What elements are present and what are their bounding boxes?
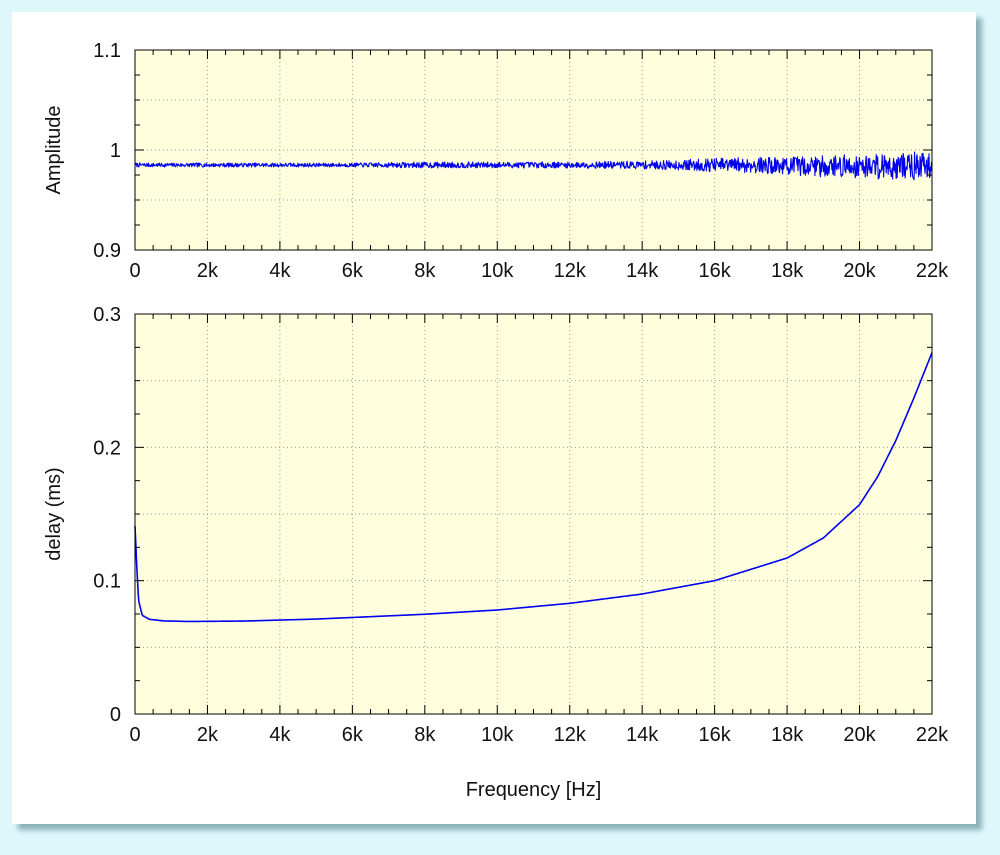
delay-x-tick-label: 14k bbox=[626, 724, 659, 746]
amplitude-y-tick-label: 0.9 bbox=[93, 240, 121, 262]
amplitude-x-tick-label: 2k bbox=[197, 260, 219, 282]
delay-series-line bbox=[134, 352, 933, 623]
delay-x-tick-label: 12k bbox=[554, 724, 587, 746]
amplitude-x-tick-label: 8k bbox=[414, 260, 436, 282]
amplitude-x-tick-label: 4k bbox=[269, 260, 291, 282]
amplitude-y-tick-label: 1 bbox=[110, 140, 121, 162]
delay-x-tick-label: 22k bbox=[916, 724, 949, 746]
delay-plot-background bbox=[135, 314, 932, 714]
amplitude-series-line bbox=[134, 151, 933, 181]
amplitude-x-tick-label: 20k bbox=[843, 260, 876, 282]
amplitude-x-tick-label: 18k bbox=[771, 260, 804, 282]
delay-y-tick-label: 0 bbox=[110, 704, 121, 726]
amplitude-y-axis-title: Amplitude bbox=[43, 106, 65, 195]
figure-card: 0 2k 4k 6k 8k 10k 12k 14k 16k 18k 20k 22k 0.9 1 1.1 Amp… bbox=[12, 12, 976, 824]
amplitude-y-tick-label: 1.1 bbox=[93, 40, 121, 62]
chart-canvas: 0 2k 4k 6k 8k 10k 12k 14k 16k 18k 20k 22k 0.9 1 1.1 Amp… bbox=[43, 40, 949, 801]
delay-y-axis-title: delay (ms) bbox=[43, 467, 65, 560]
delay-x-tick-label: 18k bbox=[771, 724, 804, 746]
delay-x-tick-label: 0 bbox=[129, 724, 140, 746]
delay-x-tick-label: 4k bbox=[269, 724, 291, 746]
amplitude-x-tick-label: 16k bbox=[699, 260, 732, 282]
amplitude-x-tick-label: 6k bbox=[342, 260, 364, 282]
delay-x-tick-label: 6k bbox=[342, 724, 364, 746]
delay-x-tick-label: 10k bbox=[481, 724, 514, 746]
amplitude-panel: 0 2k 4k 6k 8k 10k 12k 14k 16k 18k 20k 22k 0.9 1 1.1 Amp… bbox=[43, 40, 949, 282]
amplitude-plot-background bbox=[135, 50, 932, 250]
delay-y-tick-label: 0.1 bbox=[93, 571, 121, 593]
amplitude-x-tick-label: 22k bbox=[916, 260, 949, 282]
delay-y-tick-label: 0.3 bbox=[93, 304, 121, 326]
delay-x-tick-label: 8k bbox=[414, 724, 436, 746]
delay-x-axis-title: Frequency [Hz] bbox=[466, 779, 602, 801]
amplitude-x-tick-label: 14k bbox=[626, 260, 659, 282]
delay-x-tick-label: 2k bbox=[197, 724, 219, 746]
delay-x-tick-label: 16k bbox=[699, 724, 732, 746]
delay-x-tick-label: 20k bbox=[843, 724, 876, 746]
delay-y-tick-label: 0.2 bbox=[93, 437, 121, 459]
amplitude-x-tick-label: 12k bbox=[554, 260, 587, 282]
delay-panel: 0 2k 4k 6k 8k 10k 12k 14k 16k 18k 20k 22k 0 0.1 0.2 0.3… bbox=[43, 304, 949, 801]
amplitude-x-tick-label: 0 bbox=[129, 260, 140, 282]
amplitude-x-tick-label: 10k bbox=[481, 260, 514, 282]
